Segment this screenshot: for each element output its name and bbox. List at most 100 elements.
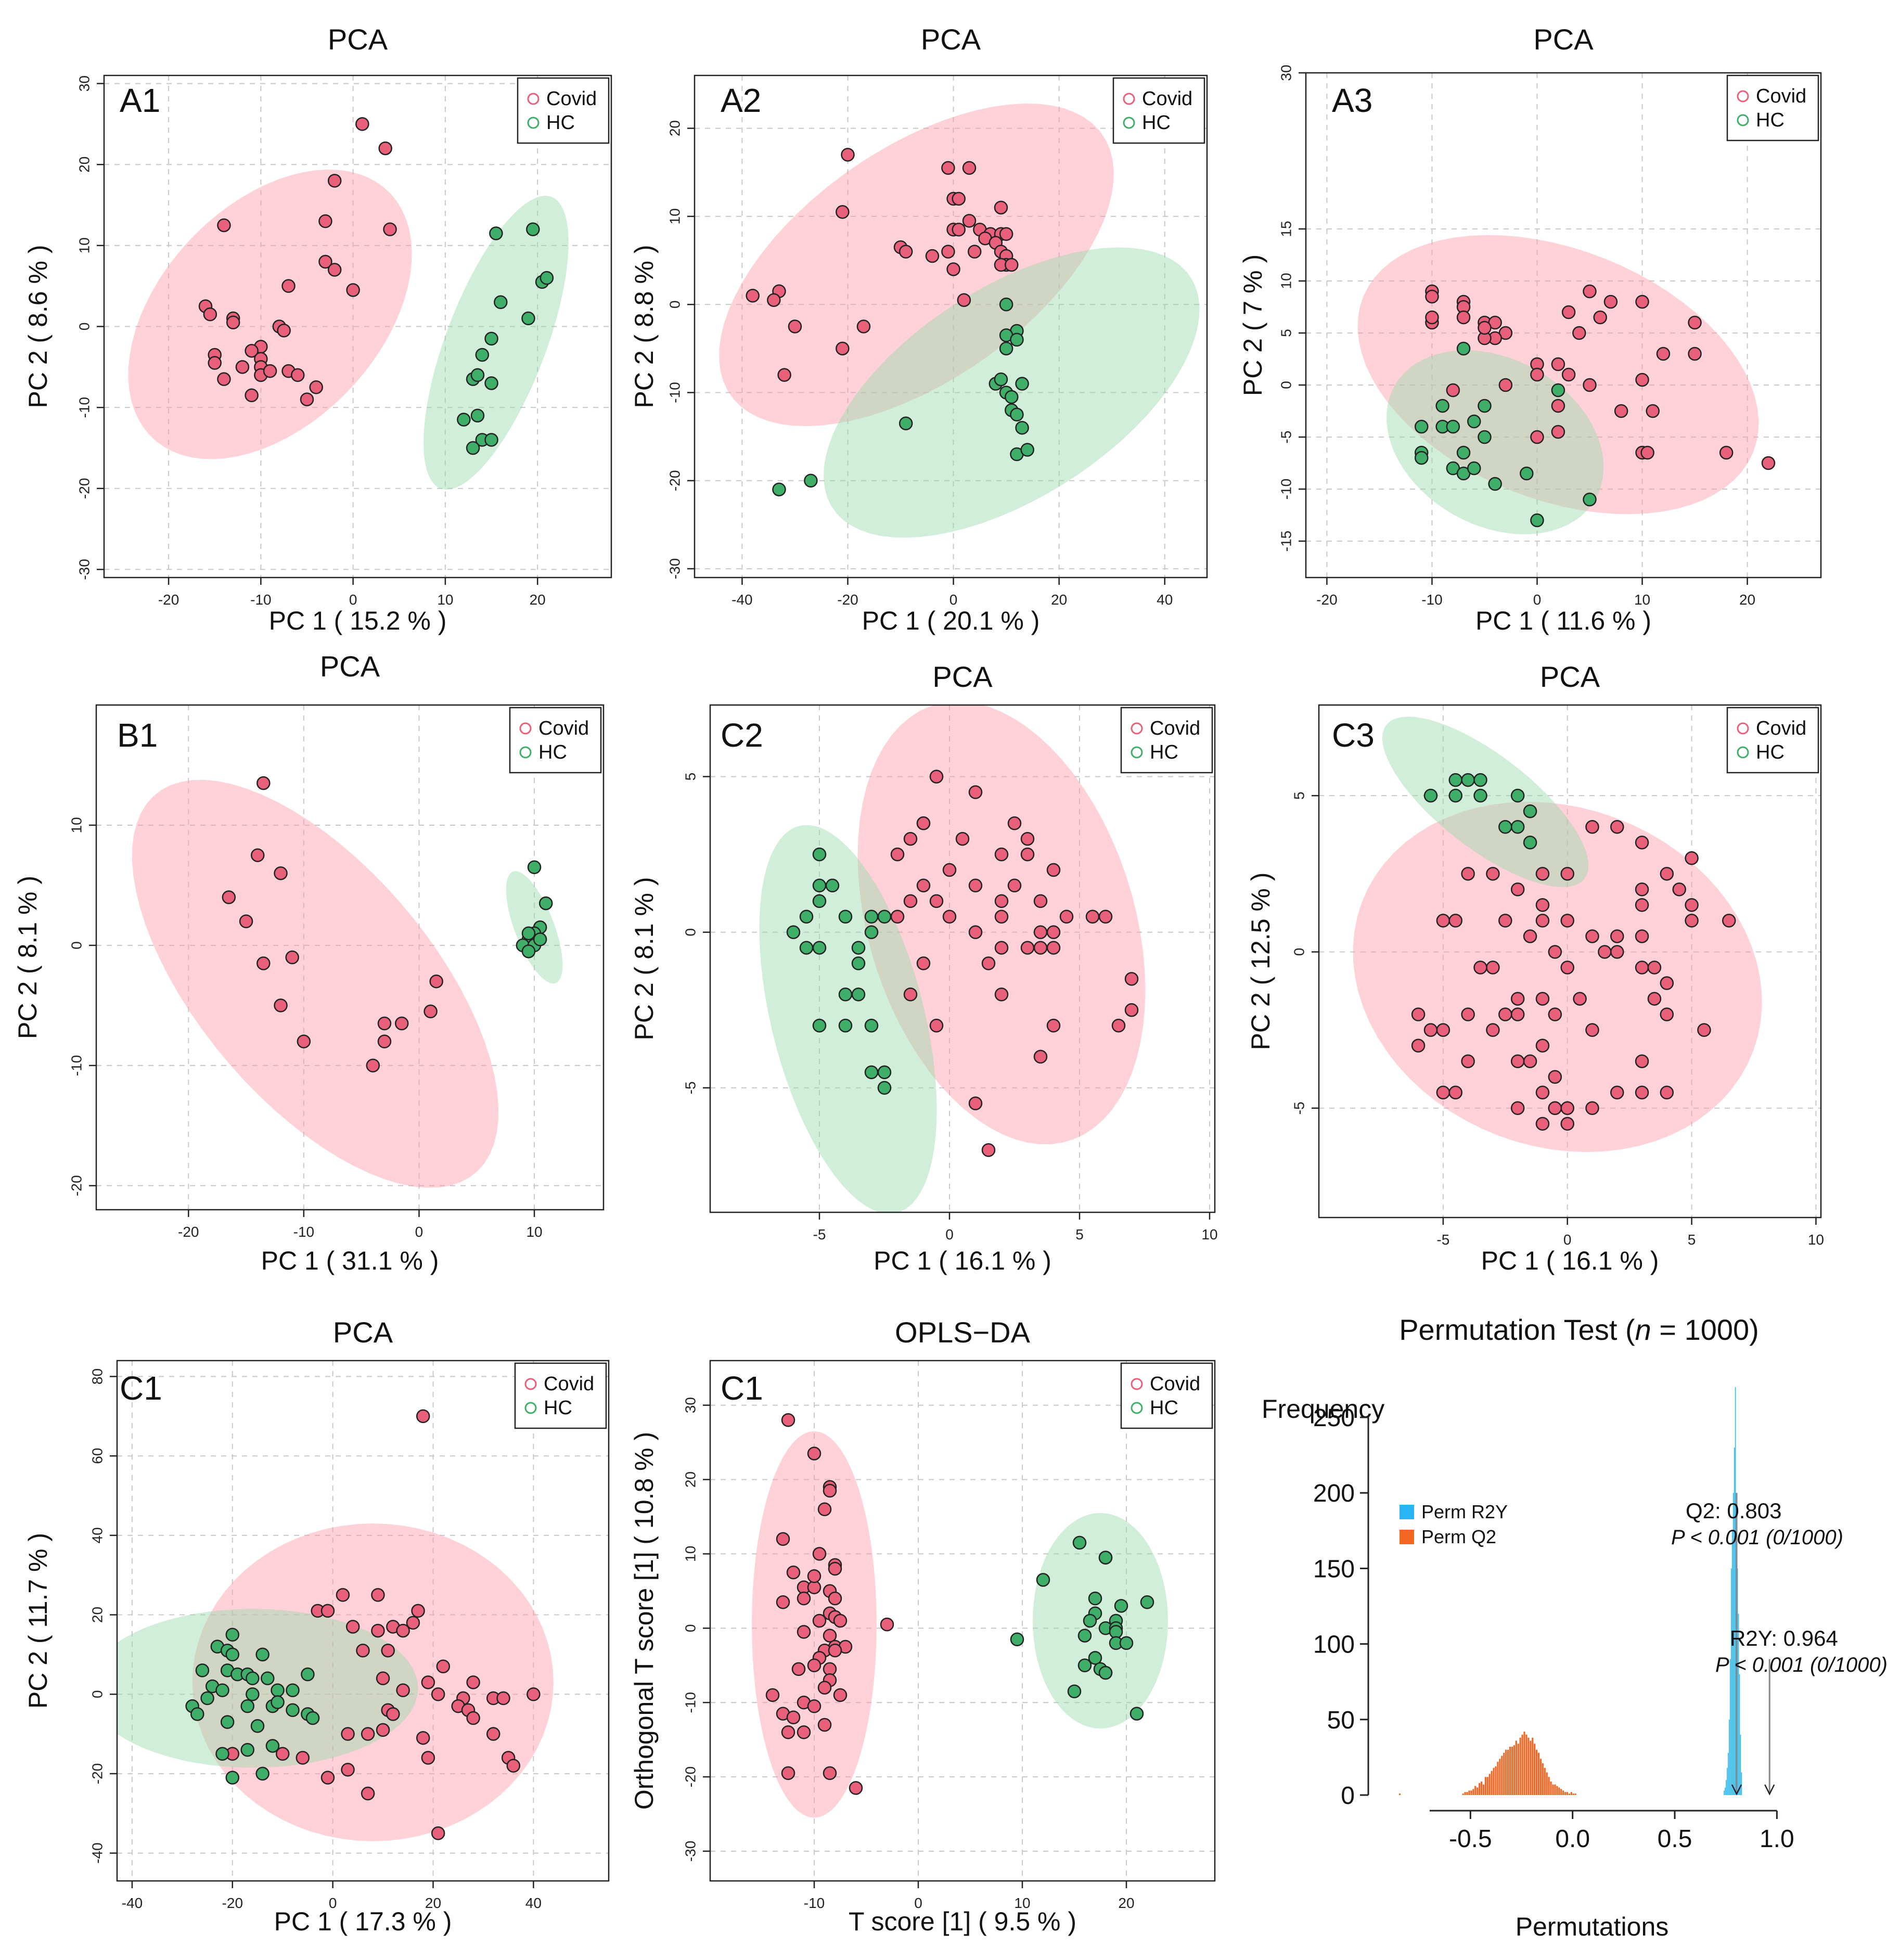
ellipse-covid (192, 1523, 554, 1841)
point-covid (1510, 1007, 1525, 1021)
point-covid (1523, 1054, 1537, 1068)
point-covid (981, 1143, 996, 1157)
legend-box (1112, 77, 1205, 144)
point-covid (1510, 882, 1525, 896)
x-tick-label: 20 (1051, 592, 1067, 608)
point-covid (1020, 847, 1035, 862)
point-covid (285, 950, 299, 965)
y-axis-label: PC 2 ( 11.7 % ) (23, 1533, 53, 1709)
point-covid (356, 1644, 370, 1658)
point-covid (1059, 909, 1074, 924)
x-tick-label: 0 (1533, 592, 1542, 608)
point-hc (999, 341, 1013, 356)
point-covid (376, 1671, 390, 1685)
x-tick-label: 5 (1075, 1226, 1084, 1242)
ellipse-covid (132, 779, 498, 1188)
point-covid (916, 956, 931, 970)
point-hc (494, 295, 508, 310)
point-hc (225, 1771, 240, 1785)
point-covid (1448, 1085, 1462, 1100)
point-hc (255, 1647, 269, 1662)
histogram-bar (1480, 1781, 1483, 1795)
point-covid (1635, 929, 1649, 943)
point-covid (466, 1675, 480, 1689)
chart-title: PCA (932, 660, 993, 693)
point-covid (346, 283, 360, 297)
y-tick-label: 100 (1313, 1631, 1355, 1659)
point-covid (429, 974, 443, 989)
y-tick-label: 0 (68, 941, 84, 950)
points (222, 776, 553, 1073)
histogram-bar (1734, 1447, 1735, 1795)
point-covid (378, 141, 392, 156)
point-hc (864, 1018, 879, 1033)
point-covid (394, 1016, 409, 1031)
x-tick-label: 40 (1157, 592, 1173, 608)
legend-box (509, 707, 602, 774)
grid (104, 75, 611, 578)
legend-label-hc: HC (1756, 109, 1785, 131)
point-covid (1572, 326, 1586, 340)
point-covid (1646, 404, 1660, 418)
q2-p-value: P < 0.001 (0/1000) (1671, 1526, 1843, 1549)
legend-marker-covid (1131, 722, 1143, 735)
y-tick-label: -5 (1278, 431, 1294, 444)
point-covid (1598, 945, 1612, 959)
point-covid (1486, 1023, 1500, 1037)
point-covid (1510, 992, 1525, 1006)
point-covid (1046, 925, 1061, 939)
y-tick-label: 50 (1327, 1707, 1355, 1734)
point-covid (396, 1623, 410, 1638)
point-hc (215, 1747, 229, 1761)
y-tick-label: 200 (1313, 1480, 1355, 1507)
point-hc (1435, 399, 1449, 413)
point-hc (838, 1018, 853, 1033)
point-covid (239, 914, 253, 928)
point-hc (851, 988, 866, 1002)
point-hc (877, 1065, 892, 1080)
panel-a2: -40 -20 0 20 40 -30 -20 -10 0 10 20 PCA A2 PC 1 ( 20.… (630, 23, 1208, 635)
panel-c1b: -10 0 10 20 -30 -20 -10 0 10 20 30 OPLS−DA C1 T score… (630, 1316, 1216, 1936)
point-covid (466, 1711, 480, 1725)
point-covid (396, 1683, 410, 1697)
histogram-bar (1731, 1568, 1732, 1795)
point-hc (1010, 407, 1024, 422)
x-tick-label: -20 (178, 1224, 199, 1240)
point-covid (1486, 867, 1500, 881)
histogram-bar (1544, 1767, 1546, 1795)
point-covid (1535, 914, 1550, 928)
point-covid (807, 1658, 821, 1672)
x-tick-label: 5 (1688, 1232, 1696, 1248)
point-covid (1722, 914, 1736, 928)
y-tick-label: -20 (76, 478, 92, 499)
y-tick-label: -10 (1278, 479, 1294, 499)
point-covid (1583, 378, 1597, 392)
point-hc (200, 1691, 214, 1706)
x-axis-label: PC 1 ( 20.1 % ) (862, 606, 1040, 635)
point-covid (1124, 1003, 1139, 1017)
legend-label-covid: Covid (1150, 718, 1200, 739)
point-covid (1660, 867, 1674, 881)
x-tick-label: 0 (329, 1895, 337, 1911)
ellipse-hc (117, 1609, 418, 1768)
point-covid (263, 364, 277, 378)
histogram-bar (1739, 1674, 1740, 1795)
point-covid (1640, 445, 1654, 460)
histogram-bar (1499, 1759, 1501, 1795)
point-hc (527, 860, 542, 875)
legend-box (1120, 707, 1213, 774)
point-covid (256, 956, 271, 970)
bars-perm-r2y (1724, 1387, 1742, 1795)
y-tick-label: 20 (682, 1471, 698, 1488)
histogram-bar (1513, 1745, 1515, 1795)
chart-title: PCA (921, 23, 981, 56)
point-hc (1530, 513, 1544, 528)
point-covid (527, 1687, 541, 1701)
point-covid (967, 245, 982, 259)
point-covid (786, 1565, 801, 1580)
point-covid (1033, 941, 1048, 955)
point-covid (1561, 367, 1576, 382)
histogram-bar (1724, 1790, 1725, 1795)
y-tick-label: 10 (682, 1546, 698, 1562)
